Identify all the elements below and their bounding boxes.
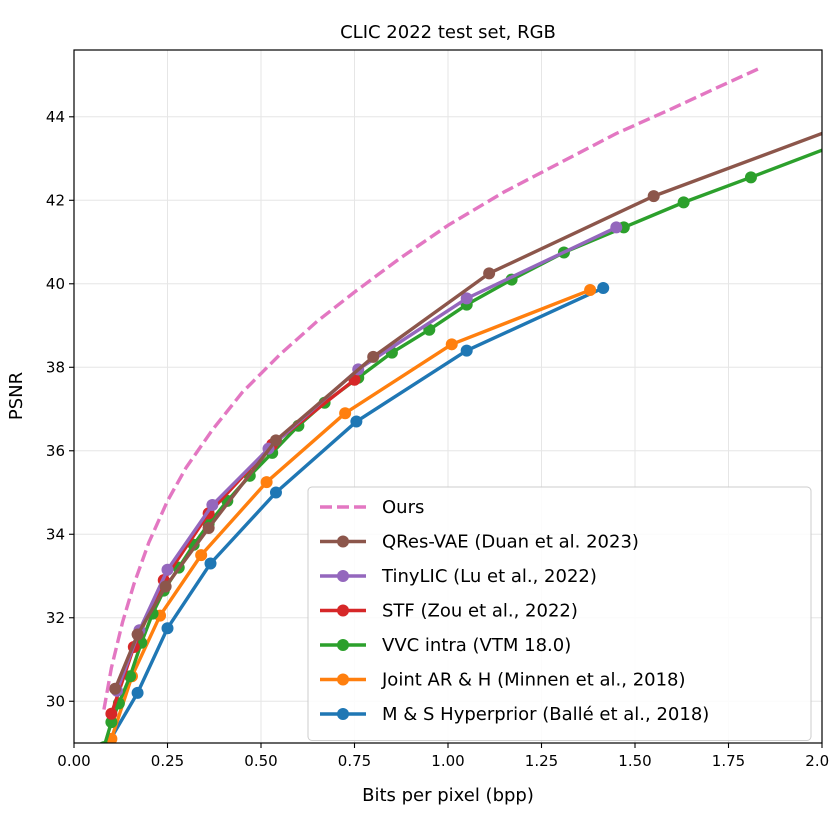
x-tick-label: 0.75 [338,752,371,770]
y-tick-label: 40 [46,275,65,293]
series-line [102,67,760,710]
data-point [339,407,352,420]
data-point [109,682,122,695]
legend-item: STF (Zou et al., 2022) [320,601,578,622]
legend-swatch-marker [337,535,349,548]
data-point [445,338,458,351]
series-joint-ar-h-minnen-et-al-2018 [105,284,597,743]
data-point [367,350,380,363]
legend-label: Joint AR & H (Minnen et al., 2018) [381,670,686,691]
data-point [744,171,757,184]
legend-item: QRes-VAE (Duan et al. 2023) [320,532,639,553]
x-axis-label: Bits per pixel (bpp) [362,785,534,806]
series-qres-vae-duan-et-al-2023 [109,131,822,695]
legend-label: M & S Hyperprior (Ballé et al., 2018) [382,704,709,725]
legend-swatch-marker [337,570,349,582]
grid [73,50,823,743]
data-point [202,522,215,535]
plot-area [99,67,822,743]
y-tick-label: 36 [46,442,65,460]
legend-item: Joint AR & H (Minnen et al., 2018) [320,670,686,691]
data-point [131,686,144,699]
data-point [260,476,273,489]
legend-swatch-marker [337,673,349,686]
series-line [106,286,604,743]
data-point [131,628,144,641]
legend-label: QRes-VAE (Duan et al. 2023) [382,532,639,553]
legend-item: M & S Hyperprior (Ballé et al., 2018) [320,704,709,725]
data-point [677,196,690,209]
legend-label: VVC intra (VTM 18.0) [382,635,571,656]
chart-title: CLIC 2022 test set, RGB [340,22,556,43]
legend: Ours QRes-VAE (Duan et al. 2023) TinyLIC (… [307,486,812,741]
data-point [159,580,172,593]
legend-box [307,486,812,741]
y-tick-label: 34 [46,525,65,543]
x-tick-label: 1.50 [618,752,651,770]
data-point [124,670,137,683]
x-axis: 0.00 0.25 0.50 0.75 1.00 1.25 1.50 1.75 2.00 [57,743,830,770]
y-axis: 30 32 34 36 38 40 42 44 [46,108,74,710]
legend-label: Ours [382,497,424,518]
legend-swatch-marker [337,604,349,617]
data-point [161,622,174,635]
legend-item: TinyLIC (Lu et al., 2022) [320,566,597,587]
data-point [610,221,623,234]
data-point [460,344,473,357]
legend-swatch-marker [337,639,349,651]
series-m-s-hyperprior-ball-et-al-2018 [101,281,610,743]
data-point [597,281,610,294]
data-point [195,549,208,562]
x-tick-label: 0.25 [151,752,184,770]
data-point [105,707,118,720]
series-ours [102,67,760,710]
y-tick-label: 30 [46,692,65,710]
data-point [204,557,217,570]
legend-swatch-marker [337,708,349,720]
data-point [483,267,496,280]
x-tick-label: 1.75 [712,752,745,770]
x-tick-label: 1.00 [431,752,464,770]
data-point [350,415,363,428]
x-tick-label: 1.25 [525,752,558,770]
legend-label: STF (Zou et al., 2022) [382,601,578,622]
data-point [105,716,118,729]
data-point [269,434,282,447]
data-point [269,486,282,499]
y-tick-label: 44 [46,108,65,126]
y-tick-label: 32 [46,609,65,627]
x-tick-label: 0.50 [244,752,277,770]
x-tick-label: 0.00 [57,752,90,770]
legend-label: TinyLIC (Lu et al., 2022) [381,566,597,587]
legend-item: VVC intra (VTM 18.0) [320,635,571,656]
legend-item: Ours [320,497,424,518]
x-tick-label: 2.00 [805,752,830,770]
y-tick-label: 38 [46,358,65,376]
data-point [206,499,219,512]
y-tick-label: 42 [46,191,65,209]
data-point [161,563,174,576]
data-point [647,190,660,203]
data-point [584,284,597,297]
series-line [109,288,591,740]
y-axis-label: PSNR [6,372,27,420]
data-point [460,292,473,305]
